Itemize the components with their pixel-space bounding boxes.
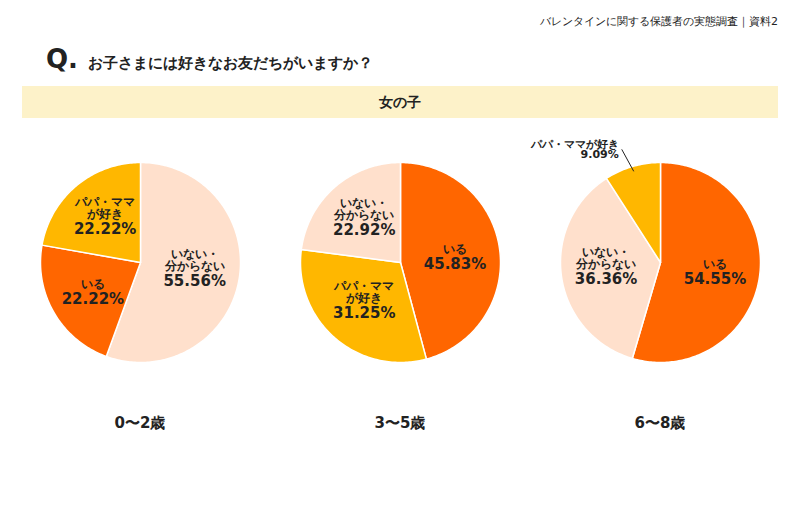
html-text:バレンタインに関する保護者の実態調査｜資料2: バレンタインに関する保護者の実態調査｜資料2 — [540, 15, 778, 28]
svg-text:22.92%: 22.92% — [333, 221, 395, 239]
svg-text:36.36%: 36.36% — [575, 270, 637, 288]
svg-text:いる: いる — [443, 242, 467, 257]
svg-text:いる: いる — [702, 257, 727, 272]
svg-text:22.22%: 22.22% — [74, 220, 136, 238]
svg-text:54.55%: 54.55% — [684, 270, 746, 288]
svg-text:パパ・ママが好き: パパ・ママが好き — [74, 195, 135, 221]
svg-text:いない・分からない: いない・分からない — [575, 245, 636, 271]
html-text:6〜8歳: 6〜8歳 — [634, 414, 686, 432]
html-text:女の子: 女の子 — [379, 94, 421, 110]
html-text:3〜5歳: 3〜5歳 — [374, 414, 426, 432]
html-text:Q. お子さまには好きなお友だちがいますか？: Q. お子さまには好きなお友だちがいますか？ — [46, 44, 373, 74]
svg-text:パパ・ママが好き: パパ・ママが好き — [333, 279, 394, 305]
svg-text:9.09%: 9.09% — [581, 148, 619, 161]
svg-text:22.22%: 22.22% — [62, 290, 124, 308]
svg-text:55.56%: 55.56% — [163, 272, 225, 290]
html-text:0〜2歳: 0〜2歳 — [114, 414, 166, 432]
svg-text:いない・分からない: いない・分からない — [164, 247, 225, 273]
svg-text:いない・分からない: いない・分からない — [333, 196, 394, 222]
svg-text:いる: いる — [80, 277, 105, 291]
svg-text:45.83%: 45.83% — [424, 255, 486, 273]
svg-text:31.25%: 31.25% — [333, 304, 395, 322]
